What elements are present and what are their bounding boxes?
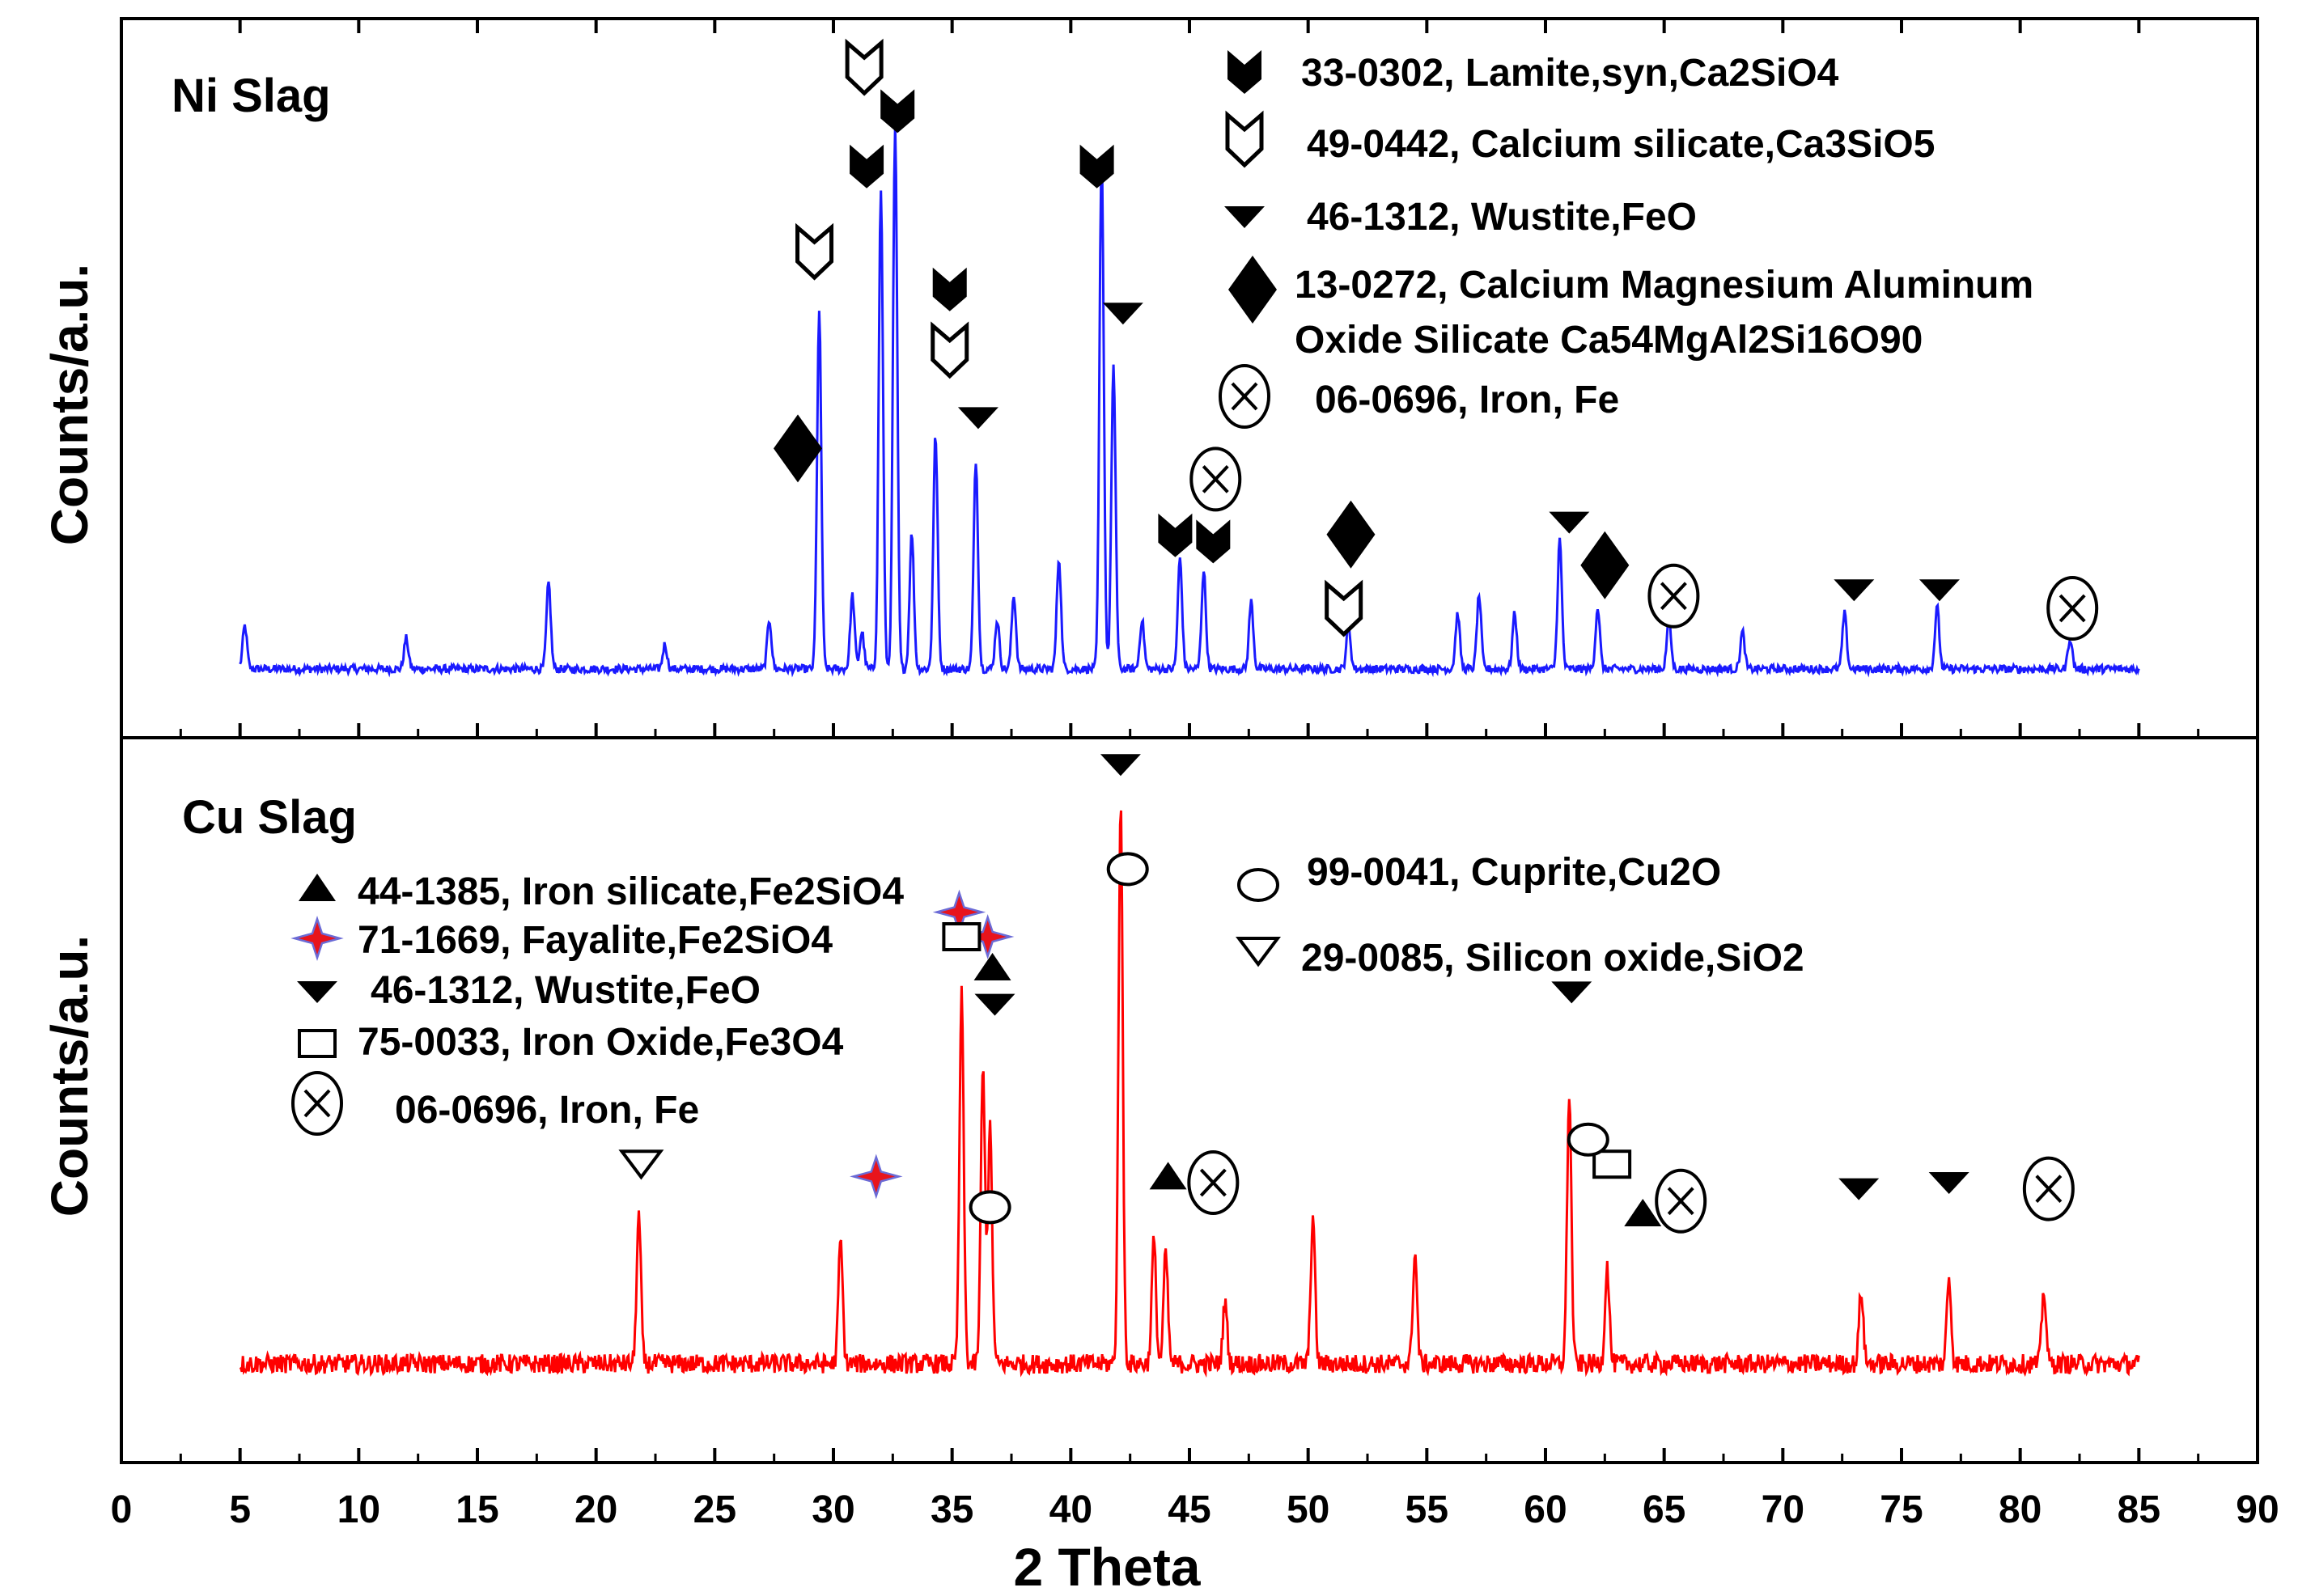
peak-marker-iron bbox=[1189, 447, 1242, 512]
x-tick-label: 85 bbox=[2118, 1488, 2160, 1531]
x-axis-label: 2 Theta bbox=[1013, 1537, 1201, 1596]
peak-marker-wustite bbox=[1551, 981, 1592, 1004]
x-tick-label: 35 bbox=[931, 1488, 973, 1531]
x-tick-label: 20 bbox=[574, 1488, 617, 1531]
x-tick-label: 10 bbox=[337, 1488, 380, 1531]
peak-marker-ca3sio5 bbox=[1325, 579, 1363, 637]
peak-marker-wustite bbox=[1102, 303, 1143, 325]
legend-symbol-fe2sio4 bbox=[299, 874, 336, 901]
legend-symbol-cuprite bbox=[1237, 868, 1279, 902]
bottom-panel-title: Cu Slag bbox=[182, 791, 357, 844]
peak-marker-lamite bbox=[1158, 513, 1193, 557]
legend-label: 99-0041, Cuprite,Cu2O bbox=[1307, 851, 1721, 894]
peak-marker-iron bbox=[1655, 1168, 1707, 1234]
legend-label: 06-0696, Iron, Fe bbox=[395, 1089, 699, 1132]
peak-marker-ca3sio5 bbox=[845, 38, 884, 96]
legend-label: 46-1312, Wustite,FeO bbox=[371, 969, 761, 1012]
peak-marker-wustite bbox=[1834, 579, 1875, 602]
peak-marker-lamite bbox=[850, 144, 884, 188]
peak-marker-wustite bbox=[1928, 1172, 1969, 1194]
x-tick-label: 50 bbox=[1287, 1488, 1329, 1531]
legend-symbol-fayalite bbox=[290, 916, 344, 961]
peak-marker-iron bbox=[2022, 1156, 2075, 1221]
peak-marker-cuprite bbox=[1106, 852, 1149, 887]
top-panel-title: Ni Slag bbox=[172, 70, 331, 122]
legend-top: 33-0302, Lamite,syn,Ca2SiO4 49-0442, Calc… bbox=[1219, 50, 2033, 429]
legend-label: 06-0696, Iron, Fe bbox=[1315, 379, 1619, 421]
peak-marker-wustite bbox=[974, 993, 1015, 1016]
x-tick-label: 70 bbox=[1762, 1488, 1804, 1531]
peak-marker-wustite bbox=[1838, 1178, 1880, 1200]
x-axis-ticks: 0 5 10 15 20 25 30 35 40 45 50 55 60 65 70 75 80 85 90 bbox=[111, 19, 2279, 1531]
peak-marker-diamond bbox=[1326, 500, 1376, 569]
top-y-axis-label: Counts/a.u. bbox=[40, 264, 99, 545]
x-tick-label: 55 bbox=[1406, 1488, 1448, 1531]
peak-marker-iron bbox=[1647, 563, 1700, 629]
peak-marker-wustite bbox=[957, 407, 998, 430]
peak-markers bbox=[618, 38, 2099, 1234]
legend-symbol-sio2 bbox=[1236, 937, 1281, 967]
legend-symbol-diamond bbox=[1228, 256, 1277, 324]
legend-label: 49-0442, Calcium silicate,Ca3SiO5 bbox=[1307, 123, 1935, 166]
peak-marker-ca3sio5 bbox=[931, 321, 969, 379]
peak-marker-diamond bbox=[1580, 531, 1630, 599]
peak-marker-diamond bbox=[774, 414, 822, 483]
peak-marker-wustite bbox=[1549, 511, 1590, 534]
peak-marker-fe3o4 bbox=[942, 922, 982, 951]
x-tick-label: 80 bbox=[1999, 1488, 2041, 1531]
legend-label: 75-0033, Iron Oxide,Fe3O4 bbox=[358, 1021, 844, 1064]
legend-bottom: 44-1385, Iron silicate,Fe2SiO4 71-1669, F… bbox=[290, 851, 1804, 1136]
peak-marker-iron bbox=[2046, 576, 2099, 641]
legend-symbol-ca3sio5 bbox=[1225, 110, 1264, 168]
peak-marker-iron bbox=[1187, 1150, 1240, 1215]
x-tick-label: 75 bbox=[1880, 1488, 1923, 1531]
legends: 33-0302, Lamite,syn,Ca2SiO4 49-0442, Calc… bbox=[290, 50, 2033, 1136]
legend-symbol-lamite bbox=[1227, 50, 1261, 94]
peak-marker-fe2sio4 bbox=[973, 953, 1011, 980]
legend-label: 44-1385, Iron silicate,Fe2SiO4 bbox=[358, 870, 904, 913]
legend-symbol-iron bbox=[1219, 364, 1270, 429]
peak-marker-ca3sio5 bbox=[795, 222, 834, 281]
x-tick-label: 40 bbox=[1049, 1488, 1092, 1531]
legend-symbol-wustite bbox=[1224, 206, 1265, 228]
peak-marker-fayalite bbox=[850, 1154, 903, 1200]
series-line-ni-slag bbox=[239, 125, 2140, 678]
x-tick-label: 90 bbox=[2236, 1488, 2279, 1531]
x-tick-label: 25 bbox=[693, 1488, 736, 1531]
legend-symbol-fe3o4 bbox=[298, 1029, 337, 1058]
plot-frame bbox=[120, 17, 2259, 1464]
peak-marker-lamite bbox=[1196, 519, 1231, 564]
peak-marker-wustite bbox=[1919, 579, 1960, 602]
series-layer bbox=[239, 125, 2140, 1378]
x-tick-label: 15 bbox=[456, 1488, 498, 1531]
legend-label: 71-1669, Fayalite,Fe2SiO4 bbox=[358, 919, 833, 962]
series-line-cu-slag bbox=[239, 810, 2140, 1378]
peak-marker-cuprite bbox=[969, 1190, 1011, 1225]
x-tick-label: 0 bbox=[111, 1488, 133, 1531]
x-tick-label: 5 bbox=[229, 1488, 251, 1531]
legend-symbol-wustite bbox=[297, 981, 337, 1003]
peak-marker-cuprite bbox=[1567, 1122, 1609, 1157]
peak-marker-fe2sio4 bbox=[1624, 1199, 1662, 1226]
x-tick-label: 45 bbox=[1168, 1488, 1210, 1531]
x-tick-label: 30 bbox=[812, 1488, 854, 1531]
x-tick-label: 65 bbox=[1643, 1488, 1685, 1531]
x-tick-label: 60 bbox=[1524, 1488, 1567, 1531]
legend-label: 46-1312, Wustite,FeO bbox=[1307, 196, 1697, 239]
peak-marker-fe3o4 bbox=[1592, 1149, 1632, 1179]
legend-label: 29-0085, Silicon oxide,SiO2 bbox=[1301, 937, 1804, 980]
bottom-y-axis-label: Counts/a.u. bbox=[40, 935, 99, 1217]
peak-marker-lamite bbox=[1079, 144, 1114, 188]
peak-marker-lamite bbox=[932, 267, 967, 311]
legend-label: Oxide Silicate Ca54MgAl2Si16O90 bbox=[1295, 319, 1923, 362]
legend-label: 33-0302, Lamite,syn,Ca2SiO4 bbox=[1301, 52, 1839, 95]
legend-label: 13-0272, Calcium Magnesium Aluminum bbox=[1295, 264, 2033, 307]
peak-marker-lamite bbox=[880, 89, 915, 133]
peak-marker-wustite bbox=[1100, 754, 1141, 777]
peak-marker-fe2sio4 bbox=[1149, 1162, 1187, 1190]
peak-marker-sio2 bbox=[618, 1149, 664, 1180]
legend-symbol-iron bbox=[291, 1071, 343, 1136]
